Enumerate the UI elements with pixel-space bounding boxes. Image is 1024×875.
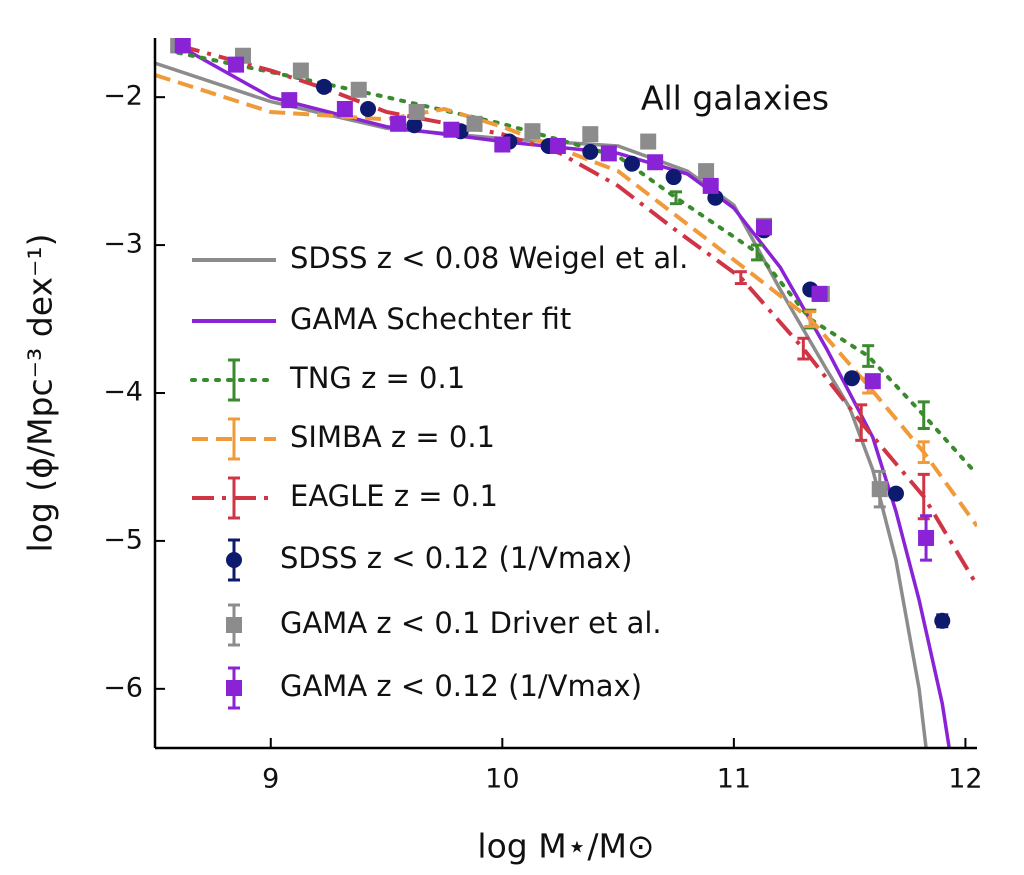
axes: 9 10 11 12 −2 −3 −4 −5 −6 [103,38,983,795]
data-point [600,145,617,162]
legend-entry: GAMA z < 0.1 Driver et al. [226,603,662,647]
legend-entry: EAGLE z = 0.1 [192,476,498,520]
legend-entry: SDSS z < 0.08 Weigel et al. [192,241,688,275]
legend-entry: SDSS z < 0.12 (1/Vmax) [226,538,632,582]
error-bar [797,336,810,361]
series-line [155,61,928,748]
legend-marker [226,617,242,633]
data-point [494,136,511,153]
error-bar [669,190,682,206]
y-axis-label: log (ϕ/Mpc⁻³ dex⁻¹) [21,234,60,553]
data-point [864,373,881,390]
x-tick-label: 10 [485,764,519,795]
data-point [408,103,425,120]
error-bar [855,403,868,442]
data-point [647,154,664,171]
legend-label: GAMA z < 0.1 Driver et al. [280,606,662,640]
legend-label: GAMA Schechter fit [290,302,571,336]
x-tick-label: 11 [717,764,751,795]
legend-entry: TNG z = 0.1 [190,358,465,402]
data-point [281,92,298,109]
legend-marker [226,680,242,696]
legend-label: TNG z = 0.1 [289,361,465,395]
legend-label: SIMBA z = 0.1 [290,420,495,454]
data-point [811,285,828,302]
plot-area [155,38,977,748]
data-point [871,481,888,498]
data-point [640,133,657,150]
data-point [390,115,407,132]
x-axis-label: log M⋆/M⊙ [477,827,654,866]
legend-label: SDSS z < 0.08 Weigel et al. [290,241,688,275]
y-tick-label: −5 [103,524,143,555]
data-point [443,121,460,138]
data-point [336,101,353,117]
data-point [623,155,640,172]
error-bar [734,270,747,286]
data-point [934,612,951,629]
y-tick-label: −4 [103,377,143,408]
series-line [176,50,977,477]
y-tick-label: −3 [103,229,143,260]
data-point [887,485,904,502]
y-tick-label: −2 [103,81,143,112]
data-point [292,62,309,79]
error-bar [917,400,930,430]
data-point [755,219,772,236]
data-point [843,370,860,387]
data-point [174,38,191,54]
data-point [360,101,377,117]
error-bar [862,344,875,368]
annotation: All galaxies [641,79,829,118]
series-line [155,73,977,528]
data-point [466,115,483,132]
data-point [918,529,935,546]
data-point [228,56,245,73]
legend-marker [226,552,242,568]
x-tick-label: 9 [262,764,279,795]
data-point [316,78,333,95]
error-bar [917,440,930,465]
data-point [702,177,719,194]
legend-label: SDSS z < 0.12 (1/Vmax) [280,541,632,575]
data-point [665,169,682,186]
legend-entry: SIMBA z = 0.1 [192,417,495,461]
legend-entry: GAMA Schechter fit [192,302,571,336]
x-tick-label: 12 [948,764,982,795]
data-point [524,123,541,140]
legend-label: EAGLE z = 0.1 [290,479,498,513]
data-point [698,163,715,180]
error-bar [751,243,764,262]
data-point [582,126,599,143]
legend-label: GAMA z < 0.12 (1/Vmax) [280,669,642,703]
error-bar [804,310,817,328]
data-point [549,137,566,154]
data-point [582,143,599,160]
data-point [406,117,423,134]
error-bar [917,472,930,521]
y-tick-label: −6 [103,672,143,703]
data-point [350,81,367,98]
legend-entry: GAMA z < 0.12 (1/Vmax) [226,666,642,710]
